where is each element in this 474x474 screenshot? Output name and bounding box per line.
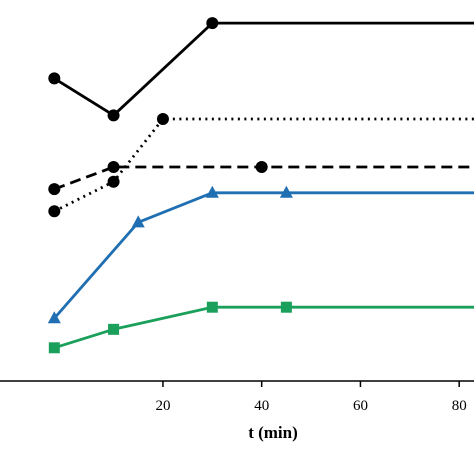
series-layer: [47, 17, 474, 354]
series-4-marker: [48, 342, 60, 354]
series-1-marker: [48, 205, 61, 218]
series-3-marker: [131, 215, 145, 228]
x-tick-label: 60: [353, 398, 368, 414]
series-4-marker: [108, 323, 120, 335]
series-3-marker: [279, 185, 293, 198]
x-ticks: 20 40 60 80: [155, 381, 467, 414]
x-axis-title: t (min): [248, 423, 298, 442]
series-2-line: [53, 165, 474, 191]
series-0-marker: [48, 72, 61, 85]
series-2-marker: [48, 183, 61, 196]
series-0-line: [53, 21, 474, 117]
series-3-marker: [205, 185, 219, 198]
series-4-marker: [280, 301, 292, 313]
series-0-marker: [107, 109, 120, 122]
series-2-marker: [255, 160, 268, 173]
x-tick-label: 20: [155, 398, 170, 414]
series-4-marker: [206, 301, 218, 313]
series-1-line: [53, 117, 474, 213]
series-1-marker: [107, 175, 120, 188]
x-tick-label: 40: [254, 398, 269, 414]
series-1-marker: [156, 113, 169, 126]
series-2-marker: [107, 160, 120, 173]
series-0-marker: [206, 17, 219, 30]
x-tick-label: 80: [452, 398, 467, 414]
series-3-marker: [47, 311, 61, 324]
series-3-line: [53, 191, 474, 320]
